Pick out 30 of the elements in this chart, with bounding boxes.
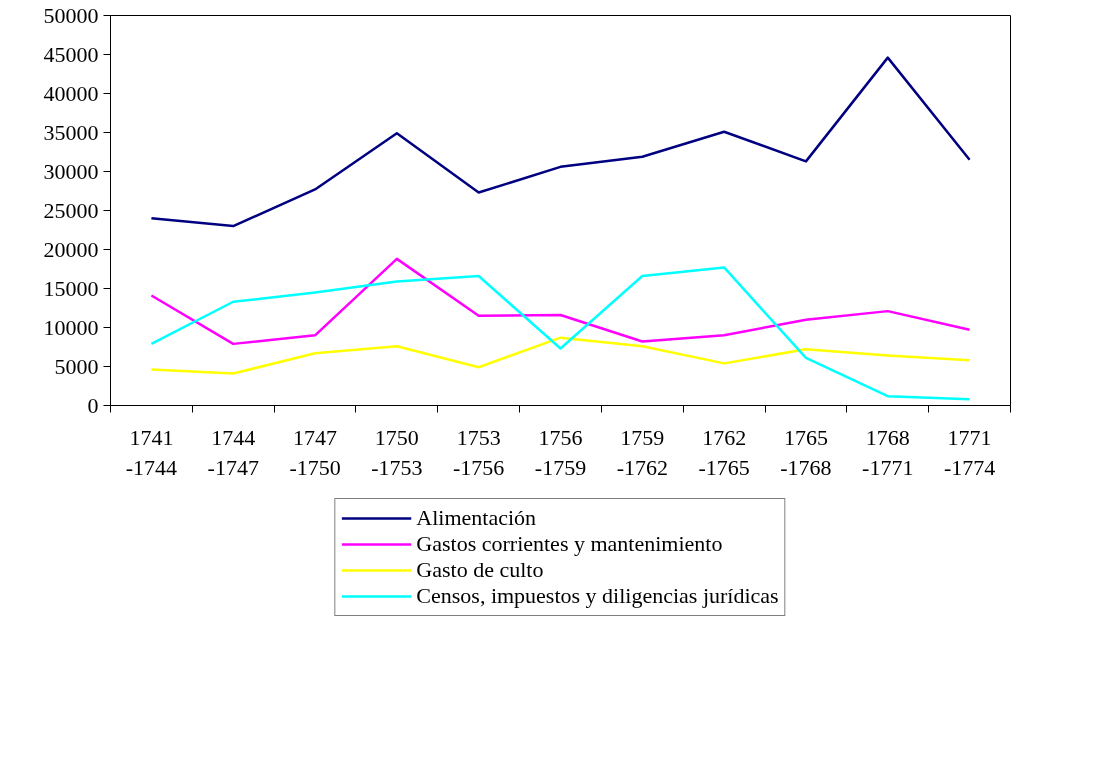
x-tick-label: 1759 -1762 <box>616 424 668 480</box>
x-tick-label: 1750 -1753 <box>371 424 423 480</box>
x-tick-label: 1762 -1765 <box>698 424 750 480</box>
x-tick-label: 1741 -1744 <box>125 424 178 480</box>
x-tick-label: 1753 -1756 <box>453 424 505 480</box>
y-tick-label: 35000 <box>43 119 99 145</box>
y-tick-label: 40000 <box>43 80 99 106</box>
legend-label: Alimentación <box>416 505 537 531</box>
x-tick-label: 1744 -1747 <box>207 424 259 480</box>
x-tick-label: 1747 -1750 <box>289 424 341 480</box>
line-series <box>150 266 971 401</box>
line-series <box>150 257 971 346</box>
y-tick-label: 50000 <box>43 2 99 28</box>
y-tick-label: 45000 <box>43 41 99 67</box>
x-tick-label: 1765 -1768 <box>780 424 832 480</box>
legend-label: Censos, impuestos y diligencias jurídicas <box>416 583 779 609</box>
legend-label: Gasto de culto <box>416 557 544 583</box>
line-series <box>150 336 971 375</box>
y-tick-label: 20000 <box>43 236 99 262</box>
y-tick-label: 15000 <box>43 275 99 301</box>
x-tick-label: 1771 -1774 <box>943 424 996 480</box>
x-tick-label: 1756 -1759 <box>534 424 587 480</box>
x-tick-label: 1768 -1771 <box>862 424 914 480</box>
y-tick-label: 5000 <box>54 353 99 379</box>
y-tick-label: 0 <box>87 392 99 418</box>
y-tick-label: 30000 <box>43 158 99 184</box>
line-series <box>150 56 971 228</box>
legend-label: Gastos corrientes y mantenimiento <box>416 531 723 557</box>
y-tick-label: 25000 <box>43 197 99 223</box>
y-tick-label: 10000 <box>43 314 99 340</box>
